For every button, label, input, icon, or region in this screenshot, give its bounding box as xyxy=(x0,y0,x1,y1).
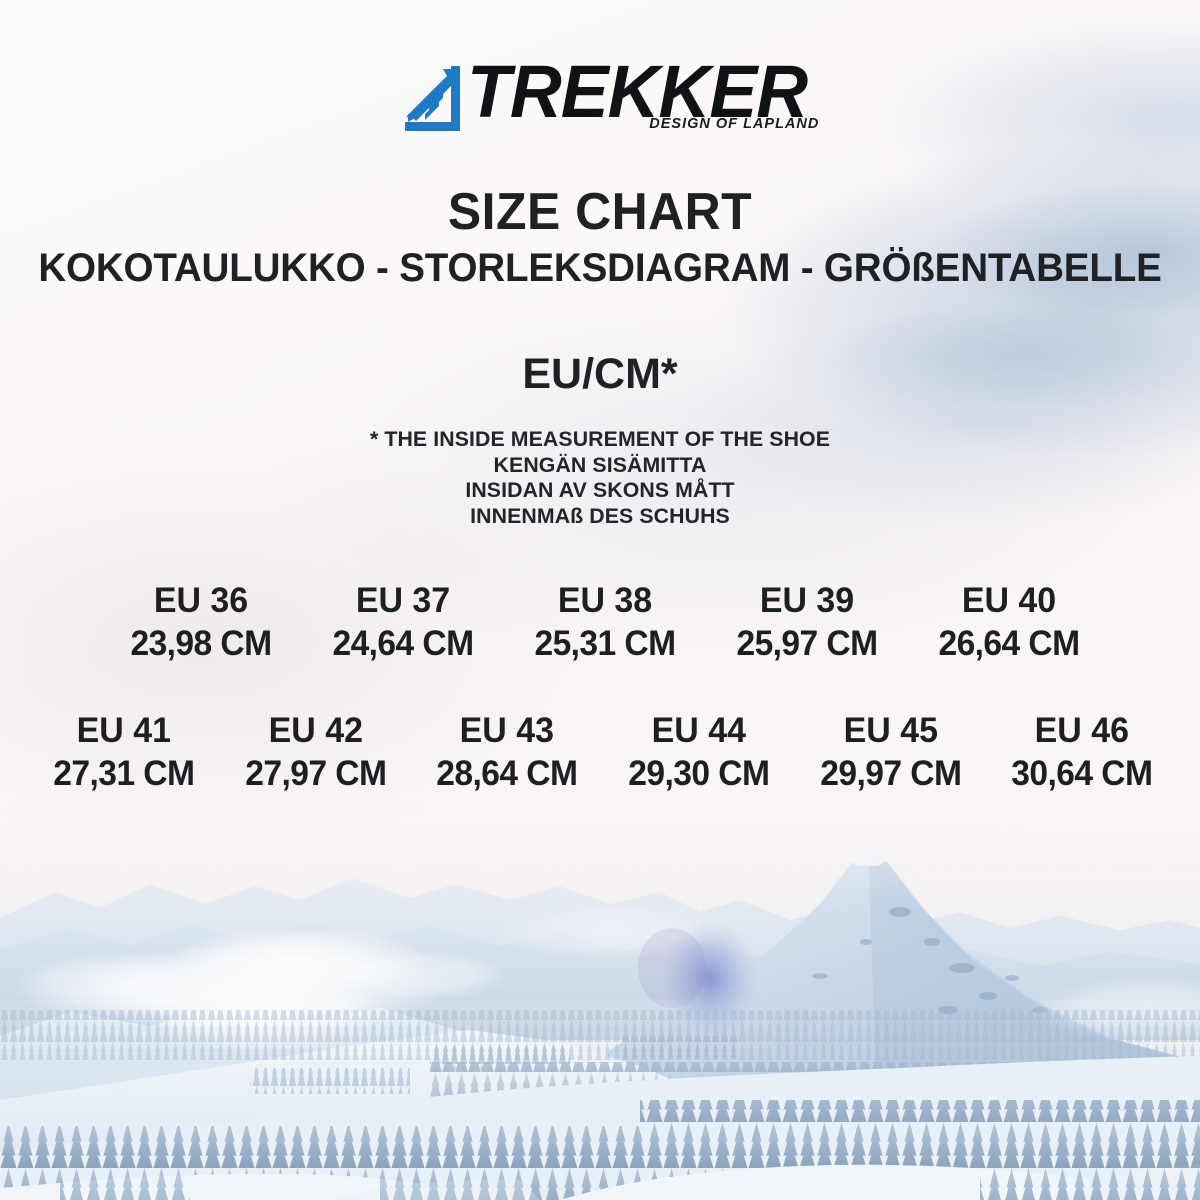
title-block: SIZE CHART KOKOTAULUKKO - STORLEKSDIAGRA… xyxy=(0,182,1200,291)
page-title: SIZE CHART xyxy=(447,183,753,241)
size-eu-label: EU 41 xyxy=(76,711,172,750)
size-cm-value: 29,97 CM xyxy=(819,754,962,793)
size-row-2: EU 41 27,31 CM EU 42 27,97 CM EU 43 28,6… xyxy=(28,710,1178,796)
size-eu-label: EU 43 xyxy=(459,711,555,750)
unit-heading: EU/CM* xyxy=(522,350,678,398)
size-cm-value: 25,31 CM xyxy=(534,624,676,663)
size-cell: EU 37 24,64 CM xyxy=(302,580,504,666)
page-subtitle-multilingual: KOKOTAULUKKO - STORLEKSDIAGRAM - GRÖßENT… xyxy=(38,246,1162,290)
size-cm-value: 25,97 CM xyxy=(736,624,878,663)
size-eu-label: EU 37 xyxy=(355,581,451,620)
size-cell: EU 46 30,64 CM xyxy=(986,710,1178,796)
size-cell: EU 40 26,64 CM xyxy=(908,580,1110,666)
size-cell: EU 45 29,97 CM xyxy=(795,710,987,796)
note-line-fi: KENGÄN SISÄMITTA xyxy=(493,452,707,477)
size-row-1: EU 36 23,98 CM EU 37 24,64 CM EU 38 25,3… xyxy=(100,580,1110,666)
brand-logo: TREKKER DESIGN OF LAPLAND xyxy=(0,50,1200,134)
size-cell: EU 38 25,31 CM xyxy=(504,580,706,666)
size-eu-label: EU 40 xyxy=(961,581,1057,620)
size-cm-value: 26,64 CM xyxy=(938,624,1080,663)
note-line-de: INNENMAß DES SCHUHS xyxy=(470,503,730,528)
size-cell: EU 44 29,30 CM xyxy=(603,710,795,796)
size-cm-value: 29,30 CM xyxy=(628,754,770,793)
size-eu-label: EU 46 xyxy=(1035,711,1130,750)
brand-tagline: DESIGN OF LAPLAND xyxy=(649,116,820,132)
size-eu-label: EU 38 xyxy=(557,581,653,620)
size-cell: EU 39 25,97 CM xyxy=(706,580,908,666)
size-cm-value: 27,97 CM xyxy=(244,754,387,793)
note-line-sv: INSIDAN AV SKONS MÅTT xyxy=(465,478,735,502)
size-cell: EU 42 27,97 CM xyxy=(220,710,412,796)
snowy-mountain-photo xyxy=(0,800,1200,1200)
size-cm-value: 24,64 CM xyxy=(332,624,474,663)
size-cm-value: 27,31 CM xyxy=(53,754,195,793)
snowflake-icon xyxy=(404,66,460,131)
note-line-en: * THE INSIDE MEASUREMENT OF THE SHOE xyxy=(369,427,831,451)
size-eu-label: EU 44 xyxy=(651,711,747,750)
size-cell: EU 41 27,31 CM xyxy=(28,710,220,796)
size-eu-label: EU 36 xyxy=(153,581,249,620)
size-cell: EU 36 23,98 CM xyxy=(100,580,302,666)
size-eu-label: EU 39 xyxy=(759,581,855,620)
size-eu-label: EU 45 xyxy=(843,711,938,750)
size-cell: EU 43 28,64 CM xyxy=(411,710,603,796)
size-eu-label: EU 42 xyxy=(268,711,363,750)
measurement-notes: * THE INSIDE MEASUREMENT OF THE SHOE KEN… xyxy=(0,427,1200,529)
brand-wordmark: TREKKER xyxy=(466,50,808,133)
size-cm-value: 30,64 CM xyxy=(1011,754,1154,793)
size-cm-value: 23,98 CM xyxy=(130,624,272,663)
size-cm-value: 28,64 CM xyxy=(436,754,579,793)
